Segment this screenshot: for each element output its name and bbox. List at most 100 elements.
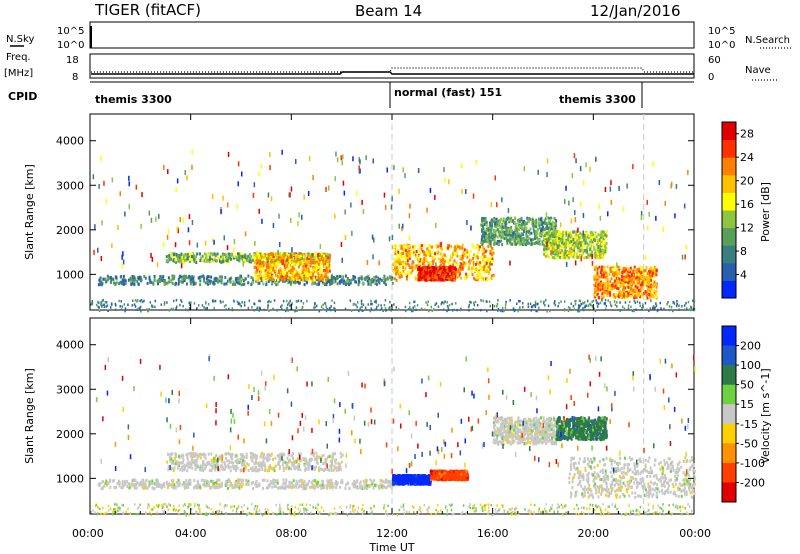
cpid-segment-1: themis 3300 xyxy=(95,93,172,106)
power-data-pixel xyxy=(485,277,487,281)
power-ground-pixel xyxy=(633,309,635,313)
power-ground-pixel xyxy=(536,309,539,313)
power-data-pixel xyxy=(421,259,423,263)
power-data-pixel xyxy=(325,278,328,282)
power-data-pixel xyxy=(257,266,260,270)
power-data-pixel xyxy=(623,266,626,270)
power-ground-pixel xyxy=(106,304,109,307)
power-ground-pixel xyxy=(206,306,208,310)
power-data-pixel xyxy=(597,288,600,292)
power-ground-pixel xyxy=(182,304,184,308)
power-data-pixel xyxy=(456,243,459,247)
power-data-pixel xyxy=(315,257,318,261)
power-data-pixel xyxy=(138,275,141,279)
power-noise-pixel xyxy=(269,165,271,171)
power-data-pixel xyxy=(532,242,535,246)
power-data-pixel xyxy=(610,270,613,273)
power-ground-pixel xyxy=(538,306,540,310)
power-data-pixel xyxy=(256,258,259,262)
power-data-pixel xyxy=(431,245,434,249)
power-data-pixel xyxy=(503,230,506,234)
power-colorbar-tick-label: 20 xyxy=(740,175,754,188)
power-data-pixel xyxy=(242,282,245,286)
power-data-pixel xyxy=(289,263,292,267)
power-data-pixel xyxy=(290,266,293,270)
power-data-pixel xyxy=(649,288,652,291)
power-data-pixel xyxy=(183,274,186,278)
power-data-pixel xyxy=(482,233,484,237)
power-data-pixel xyxy=(313,270,315,274)
power-ground-pixel xyxy=(360,299,363,303)
power-data-pixel xyxy=(325,252,328,256)
power-data-pixel xyxy=(484,266,487,270)
power-data-pixel xyxy=(206,280,209,284)
power-data-pixel xyxy=(439,270,441,274)
power-data-pixel xyxy=(110,279,113,283)
power-data-pixel xyxy=(137,282,140,286)
power-data-pixel xyxy=(634,290,637,294)
power-noise-pixel xyxy=(167,169,169,175)
power-ground-pixel xyxy=(579,299,582,303)
power-data-pixel xyxy=(311,282,314,286)
power-noise-pixel xyxy=(595,156,597,162)
power-data-pixel xyxy=(191,258,193,262)
power-ground-pixel xyxy=(243,301,246,304)
power-data-pixel xyxy=(514,235,517,238)
power-data-pixel xyxy=(543,251,546,255)
power-data-pixel xyxy=(295,276,298,280)
power-ground-pixel xyxy=(597,302,600,305)
power-data-pixel xyxy=(113,281,116,285)
power-noise-pixel xyxy=(362,209,365,215)
power-ground-pixel xyxy=(467,305,470,309)
power-data-pixel xyxy=(199,283,202,287)
power-data-pixel xyxy=(483,222,486,226)
power-ground-pixel xyxy=(172,307,174,311)
power-data-pixel xyxy=(262,274,265,277)
power-data-pixel xyxy=(184,276,186,280)
power-data-pixel xyxy=(260,264,263,268)
power-data-pixel xyxy=(419,269,422,273)
power-colorbar-frame xyxy=(721,121,737,299)
power-data-pixel xyxy=(612,265,615,269)
power-data-pixel xyxy=(312,272,314,276)
power-noise-pixel xyxy=(236,204,239,210)
power-data-pixel xyxy=(188,258,191,262)
power-ground-pixel xyxy=(412,306,414,310)
power-data-pixel xyxy=(646,284,649,288)
power-ground-pixel xyxy=(97,300,99,304)
power-data-pixel xyxy=(458,270,461,274)
power-data-pixel xyxy=(552,245,555,249)
power-ground-pixel xyxy=(118,299,120,303)
power-data-pixel xyxy=(601,251,604,255)
power-data-pixel xyxy=(567,233,570,237)
power-data-pixel xyxy=(626,284,629,288)
power-ground-pixel xyxy=(180,299,182,302)
power-data-pixel xyxy=(348,283,351,287)
power-data-pixel xyxy=(523,222,526,226)
power-ground-pixel xyxy=(577,310,579,313)
power-data-pixel xyxy=(152,281,155,285)
power-data-pixel xyxy=(172,258,175,262)
power-data-pixel xyxy=(262,264,265,268)
power-data-pixel xyxy=(255,254,258,258)
power-data-pixel xyxy=(558,236,560,240)
power-ground-pixel xyxy=(499,309,502,312)
power-noise-pixel xyxy=(220,209,222,215)
power-data-pixel xyxy=(399,252,401,256)
power-data-pixel xyxy=(282,253,285,257)
power-noise-pixel xyxy=(98,183,100,189)
power-ground-pixel xyxy=(220,301,222,304)
power-data-pixel xyxy=(464,261,467,265)
power-data-pixel xyxy=(568,253,571,257)
power-noise-pixel xyxy=(105,198,107,204)
power-data-pixel xyxy=(619,284,622,288)
power-data-pixel xyxy=(498,221,501,225)
power-data-pixel xyxy=(583,256,586,260)
power-data-pixel xyxy=(605,230,608,234)
power-data-pixel xyxy=(603,273,606,277)
power-noise-pixel xyxy=(687,169,689,175)
power-data-pixel xyxy=(626,294,629,298)
power-data-pixel xyxy=(357,277,360,281)
power-data-pixel xyxy=(583,248,586,252)
power-data-pixel xyxy=(436,269,439,273)
